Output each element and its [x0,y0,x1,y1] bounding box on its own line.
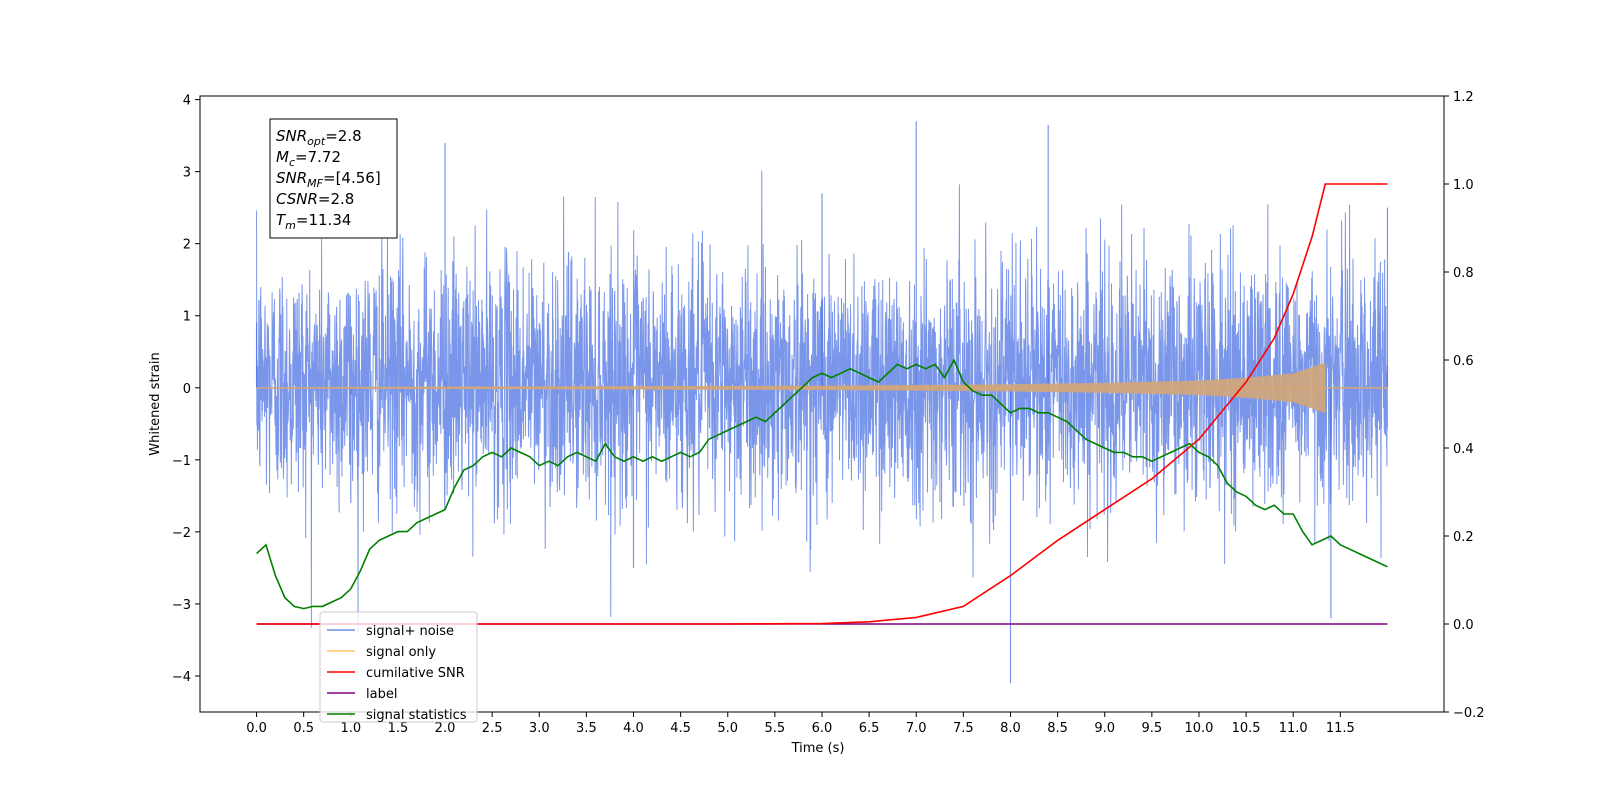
y2-tick-label: 0.0 [1453,618,1474,633]
annotation-line: Mc=7.72 [276,148,341,169]
legend: signal+ noise signal only cumilative SNR la… [319,611,478,723]
y-tick-label: 0 [183,382,191,397]
x-tick-label: 9.5 [1142,721,1163,736]
x-tick-label: 4.0 [623,721,644,736]
y-tick-label: −2 [172,526,191,541]
x-tick-label: 6.0 [812,721,833,736]
x-tick-label: 0.5 [293,721,314,736]
annotation-line: CSNR=2.8 [276,190,354,208]
x-tick-label: 0.0 [246,721,267,736]
y2-axis-ticks: −0.2 0.0 0.2 0.4 0.6 0.8 1.0 1.2 [1444,90,1485,721]
y2-tick-label: 0.2 [1453,530,1474,545]
y-tick-label: 2 [183,238,191,253]
x-tick-label: 10.5 [1232,721,1261,736]
y2-tick-label: 1.0 [1453,178,1474,193]
x-tick-label: 9.0 [1094,721,1115,736]
y-tick-label: 1 [183,310,191,325]
annotation-line: Tm=11.34 [276,211,351,232]
x-tick-label: 8.0 [1000,721,1021,736]
annotation-frame [269,118,398,239]
legend-label: signal+ noise [366,624,454,639]
y2-tick-label: 1.2 [1453,90,1474,105]
x-tick-label: 11.5 [1326,721,1355,736]
y-tick-label: 4 [183,94,191,109]
legend-label: label [366,687,397,702]
series-cumulative-snr [256,183,1388,625]
x-tick-label: 1.0 [340,721,361,736]
x-tick-label: 7.5 [953,721,974,736]
x-tick-label: 6.5 [859,721,880,736]
legend-label: signal only [366,645,436,660]
x-tick-label: 3.0 [529,721,550,736]
legend-frame [319,611,478,723]
y-axis-label: Whitened strain [148,352,163,455]
x-axis-label: Time (s) [791,741,845,756]
annotation-line: SNRMF=[4.56] [276,169,381,190]
x-tick-label: 2.0 [435,721,456,736]
x-tick-label: 5.5 [765,721,786,736]
x-tick-label: 5.0 [717,721,738,736]
annotation-line: SNRopt=2.8 [276,127,362,148]
legend-label: cumilative SNR [366,666,465,681]
x-tick-label: 8.5 [1047,721,1068,736]
x-tick-label: 11.0 [1279,721,1308,736]
y-tick-label: −1 [172,454,191,469]
legend-items: signal+ noise signal only cumilative SNR la… [327,624,467,723]
y2-tick-label: 0.8 [1453,266,1474,281]
y-axis-ticks: −4 −3 −2 −1 0 1 2 3 4 [172,94,200,685]
series-signal-statistics [256,358,1388,610]
x-tick-label: 7.0 [906,721,927,736]
y-tick-label: −3 [172,598,191,613]
x-tick-label: 2.5 [482,721,503,736]
y2-tick-label: −0.2 [1453,706,1485,721]
legend-label: signal statistics [366,708,467,723]
y-tick-label: 3 [183,166,191,181]
y-tick-label: −4 [172,670,191,685]
x-tick-label: 1.5 [388,721,409,736]
x-axis-ticks: 0.0 0.5 1.0 1.5 2.0 2.5 3.0 3.5 4.0 4.5 5.0 5.5 6.0 6… [246,712,1355,736]
x-tick-label: 3.5 [576,721,597,736]
x-tick-label: 10.0 [1184,721,1213,736]
x-tick-label: 4.5 [670,721,691,736]
y2-tick-label: 0.4 [1453,442,1474,457]
plot-area [255,121,1389,684]
y2-tick-label: 0.6 [1453,354,1474,369]
